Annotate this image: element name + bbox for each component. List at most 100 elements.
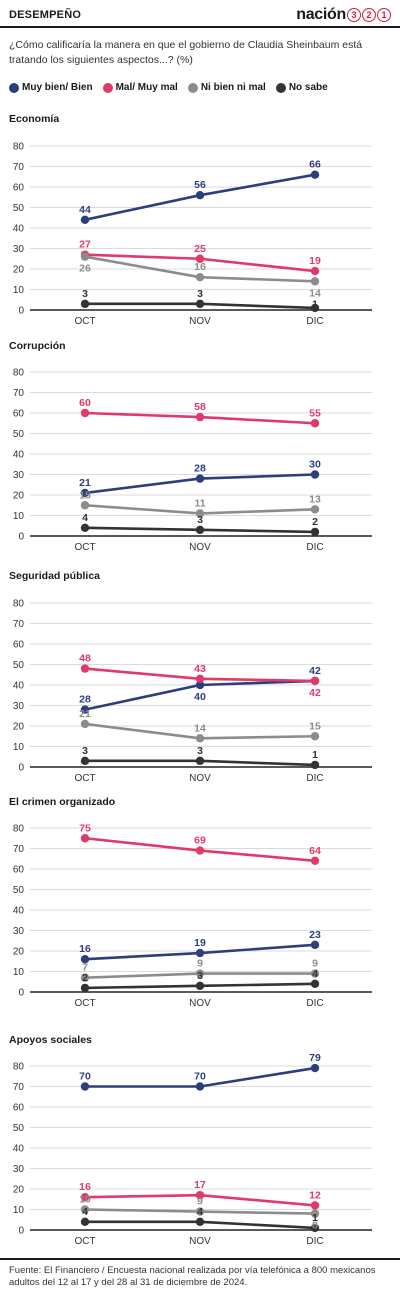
- data-label: 28: [194, 463, 206, 475]
- y-tick-label: 30: [13, 1164, 25, 1175]
- data-label: 70: [194, 1071, 206, 1083]
- data-label: 10: [79, 1194, 91, 1206]
- x-tick-label: DIC: [306, 316, 323, 327]
- y-tick-label: 20: [13, 491, 25, 502]
- brand-digit-1: 3: [347, 8, 361, 22]
- data-point: [80, 1205, 90, 1214]
- x-tick-label: NOV: [189, 998, 211, 1009]
- data-label: 4: [82, 512, 88, 524]
- data-label: 44: [79, 204, 91, 216]
- data-point: [80, 834, 90, 843]
- footer-rule: [0, 1258, 400, 1260]
- legend-dot-icon: [275, 82, 286, 93]
- y-tick-label: 60: [13, 640, 25, 651]
- data-label: 19: [309, 255, 321, 267]
- data-label: 23: [309, 929, 321, 941]
- data-label: 28: [79, 694, 91, 706]
- data-label: 43: [194, 663, 206, 675]
- data-label: 69: [194, 835, 206, 847]
- data-point: [80, 705, 90, 714]
- data-point: [80, 664, 90, 673]
- y-tick-label: 80: [13, 142, 25, 153]
- data-label: 4: [312, 968, 318, 980]
- data-label: 26: [79, 263, 91, 275]
- y-tick-label: 50: [13, 660, 25, 671]
- data-point: [310, 969, 320, 978]
- x-tick-label: OCT: [74, 998, 95, 1009]
- data-label: 21: [79, 708, 91, 720]
- brand-wordmark: nación: [296, 6, 346, 23]
- y-tick-label: 40: [13, 681, 25, 692]
- legend-item-no-sabe: No sabe: [275, 82, 328, 93]
- data-label: 42: [309, 687, 321, 699]
- data-point: [80, 955, 90, 964]
- y-tick-label: 70: [13, 162, 25, 173]
- data-point: [310, 277, 320, 286]
- data-point: [80, 973, 90, 982]
- data-label: 79: [309, 1052, 321, 1064]
- x-tick-label: OCT: [74, 316, 95, 327]
- data-point: [80, 252, 90, 261]
- y-tick-label: 40: [13, 224, 25, 235]
- legend-item-ni-bien-ni-mal: Ni bien ni mal: [187, 82, 266, 93]
- y-tick-label: 70: [13, 1082, 25, 1093]
- legend-item-muy-bien: Muy bien/ Bien: [9, 82, 93, 93]
- legend-dot-icon: [102, 82, 113, 93]
- x-tick-label: DIC: [306, 542, 323, 553]
- y-tick-label: 30: [13, 470, 25, 481]
- data-point: [195, 1082, 205, 1091]
- brand-digit-2: 2: [362, 8, 376, 22]
- data-point: [80, 215, 90, 224]
- data-label: 1: [312, 749, 318, 761]
- data-label: 16: [194, 261, 206, 273]
- data-label: 21: [79, 477, 91, 489]
- data-point: [195, 191, 205, 200]
- data-point: [195, 525, 205, 535]
- data-point: [195, 674, 205, 684]
- header-bar: DESEMPEÑO nación 3 2 1: [0, 0, 400, 28]
- data-label: 2: [312, 516, 318, 528]
- chart-title-economia: Economía: [9, 113, 60, 125]
- x-tick-label: DIC: [306, 998, 323, 1009]
- y-tick-label: 80: [13, 824, 25, 835]
- y-tick-label: 10: [13, 511, 25, 522]
- y-tick-label: 70: [13, 844, 25, 855]
- data-label: 3: [82, 288, 88, 300]
- data-point: [310, 856, 320, 865]
- y-tick-label: 20: [13, 722, 25, 733]
- data-point: [195, 299, 205, 309]
- data-point: [80, 756, 90, 766]
- y-tick-label: 0: [18, 763, 24, 774]
- y-tick-label: 40: [13, 1144, 25, 1155]
- data-point: [310, 266, 320, 276]
- y-tick-label: 0: [18, 988, 24, 999]
- data-label: 64: [309, 845, 321, 857]
- data-label: 12: [309, 1189, 321, 1201]
- data-point: [310, 505, 320, 514]
- data-point: [310, 470, 320, 479]
- data-point: [195, 1217, 205, 1226]
- section-label: DESEMPEÑO: [9, 9, 82, 21]
- data-point: [310, 940, 320, 950]
- data-label: 40: [194, 691, 206, 703]
- data-label: 75: [79, 822, 91, 834]
- data-point: [80, 488, 90, 498]
- y-tick-label: 50: [13, 429, 25, 440]
- y-tick-label: 30: [13, 244, 25, 255]
- data-point: [80, 1193, 90, 1202]
- data-label: 56: [194, 179, 206, 191]
- data-point: [310, 1063, 320, 1073]
- data-point: [195, 756, 205, 766]
- x-tick-label: DIC: [306, 1236, 323, 1247]
- y-tick-label: 60: [13, 183, 25, 194]
- data-label: 13: [309, 493, 321, 505]
- data-point: [80, 501, 90, 510]
- data-label: 9: [312, 958, 318, 970]
- chart-title-apoyos: Apoyos sociales: [9, 1034, 92, 1046]
- y-tick-label: 60: [13, 865, 25, 876]
- data-point: [310, 760, 320, 770]
- data-label: 70: [79, 1071, 91, 1083]
- data-point: [195, 981, 205, 991]
- data-point: [195, 1207, 205, 1216]
- data-point: [195, 1190, 205, 1200]
